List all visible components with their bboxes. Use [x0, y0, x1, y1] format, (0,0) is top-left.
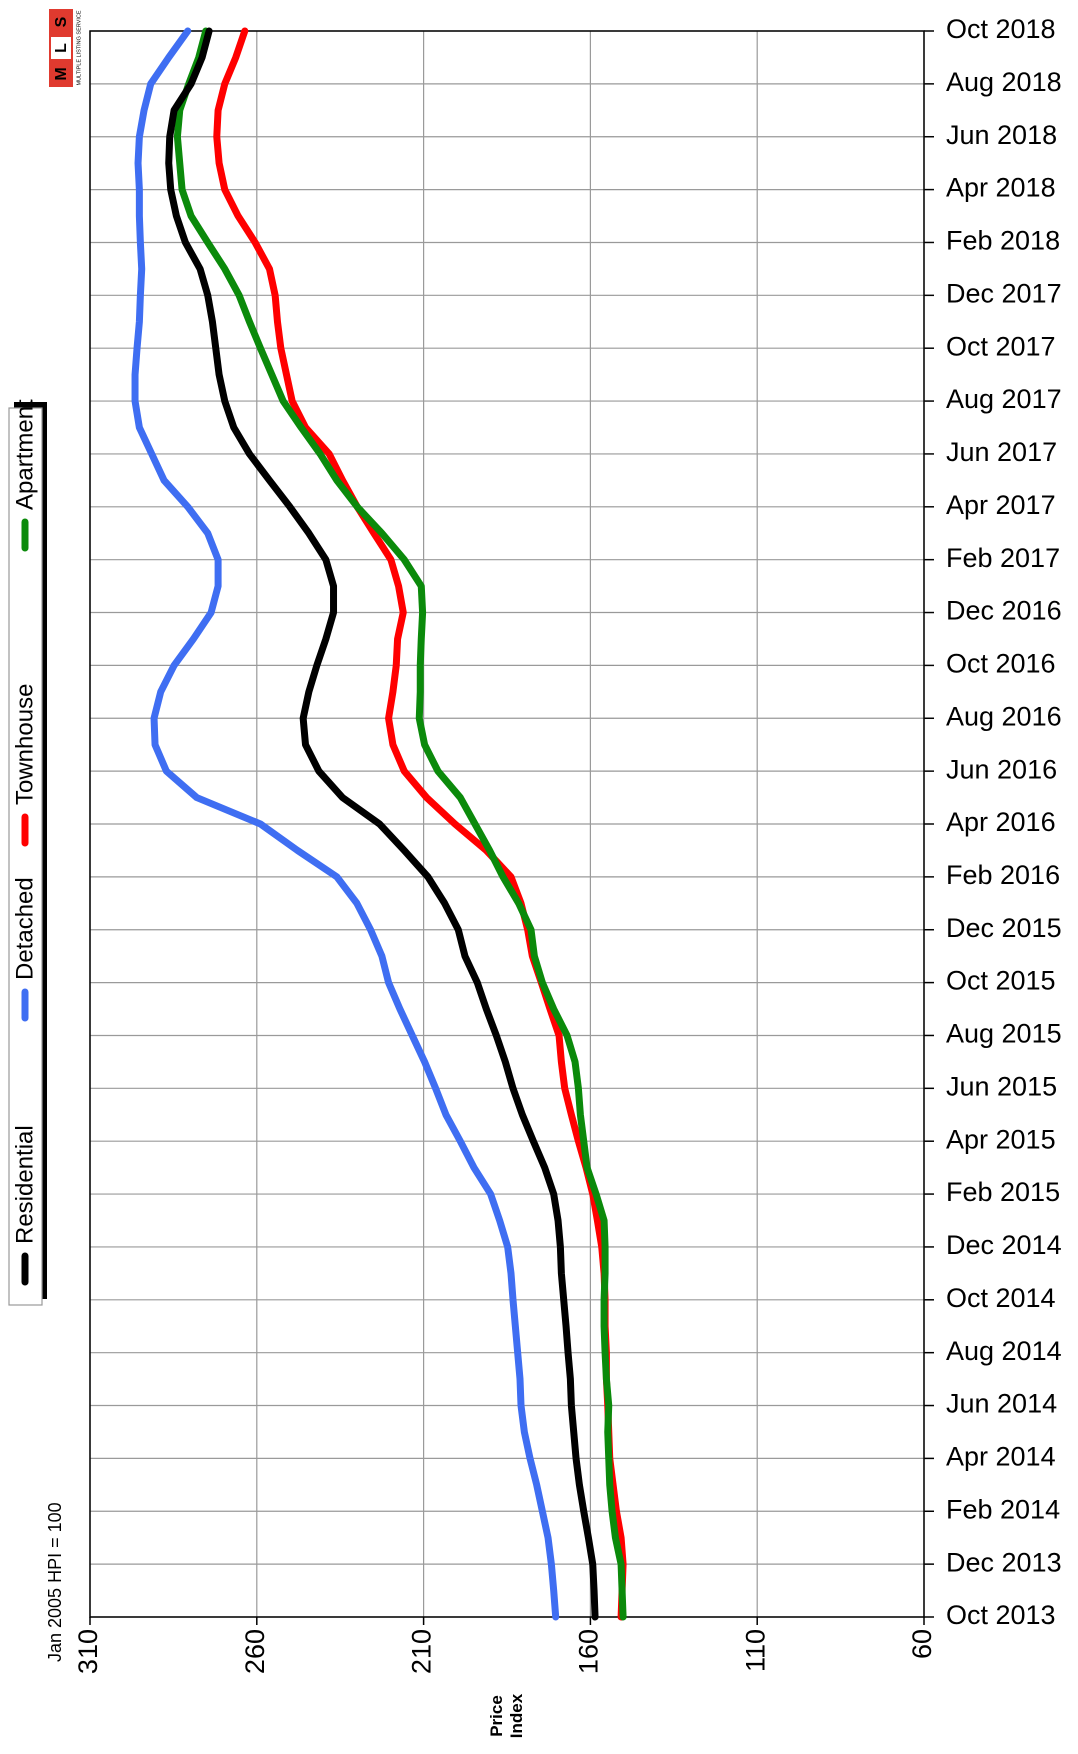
series-line	[165, 27, 599, 1621]
y-tick-label: Oct 2016	[946, 649, 1056, 679]
x-tick-label: 210	[407, 1629, 437, 1674]
x-tick-label: 60	[907, 1629, 937, 1659]
logo-letter: M	[53, 67, 70, 80]
y-tick-label: Apr 2018	[946, 173, 1056, 203]
y-tick-label: Aug 2018	[946, 67, 1062, 97]
x-tick-label: 160	[574, 1629, 604, 1674]
y-tick-label: Oct 2018	[946, 14, 1056, 44]
y-tick-label: Oct 2015	[946, 966, 1056, 996]
y-tick-label: Feb 2017	[946, 543, 1060, 573]
y-tick-label: Apr 2014	[946, 1442, 1056, 1472]
x-axis-label: PriceIndex	[487, 1693, 526, 1738]
y-tick-label: Apr 2017	[946, 490, 1056, 520]
legend-label: Townhouse	[11, 684, 38, 805]
logo-block	[49, 61, 73, 87]
legend-box	[8, 407, 43, 1306]
y-tick-label: Oct 2013	[946, 1600, 1056, 1630]
y-tick-label: Feb 2014	[946, 1494, 1060, 1524]
y-tick-label: Jun 2014	[946, 1389, 1057, 1419]
series-line	[173, 27, 627, 1621]
y-tick-label: Aug 2014	[946, 1336, 1062, 1366]
y-tick-label: Aug 2015	[946, 1019, 1062, 1049]
plot-frame	[89, 30, 925, 1618]
y-tick-label: Dec 2016	[946, 596, 1062, 626]
y-tick-label: Feb 2018	[946, 226, 1060, 256]
y-tick-label: Jun 2018	[946, 120, 1057, 150]
y-tick-label: Dec 2015	[946, 913, 1062, 943]
logo-block	[49, 9, 73, 35]
y-tick-label: Jun 2015	[946, 1071, 1057, 1101]
x-tick-label: 110	[740, 1629, 770, 1672]
logo-tagline: MULTIPLE LISTING SERVICE	[76, 10, 82, 85]
y-tick-label: Dec 2014	[946, 1230, 1062, 1260]
y-tick-label: Dec 2013	[946, 1547, 1062, 1577]
y-tick-label: Aug 2017	[946, 384, 1062, 414]
y-tick-label: Jun 2016	[946, 754, 1057, 784]
y-tick-label: Dec 2017	[946, 278, 1062, 308]
logo: M L S MULTIPLE LISTING SERVICE	[49, 9, 82, 87]
y-tick-label: Jun 2017	[946, 437, 1057, 467]
y-tick-label: Oct 2017	[946, 331, 1056, 361]
y-tick-label: Feb 2016	[946, 860, 1060, 890]
series-line	[131, 27, 560, 1621]
legend-label: Detached	[11, 877, 38, 980]
legend-label: Apartment	[11, 399, 38, 510]
y-tick-label: Feb 2015	[946, 1177, 1060, 1207]
y-tick-label: Apr 2016	[946, 807, 1056, 837]
logo-letter: S	[53, 16, 70, 27]
x-tick-label: 310	[73, 1629, 103, 1674]
logo-letter: L	[53, 43, 70, 53]
y-tick-label: Oct 2014	[946, 1283, 1056, 1313]
logo-block	[49, 35, 73, 61]
x-tick-label: 260	[240, 1629, 270, 1674]
y-tick-label: Aug 2016	[946, 701, 1062, 731]
y-tick-label: Apr 2015	[946, 1124, 1056, 1154]
index-note: Jan 2005 HPI = 100	[45, 1502, 65, 1662]
legend-label: Residential	[11, 1125, 38, 1244]
